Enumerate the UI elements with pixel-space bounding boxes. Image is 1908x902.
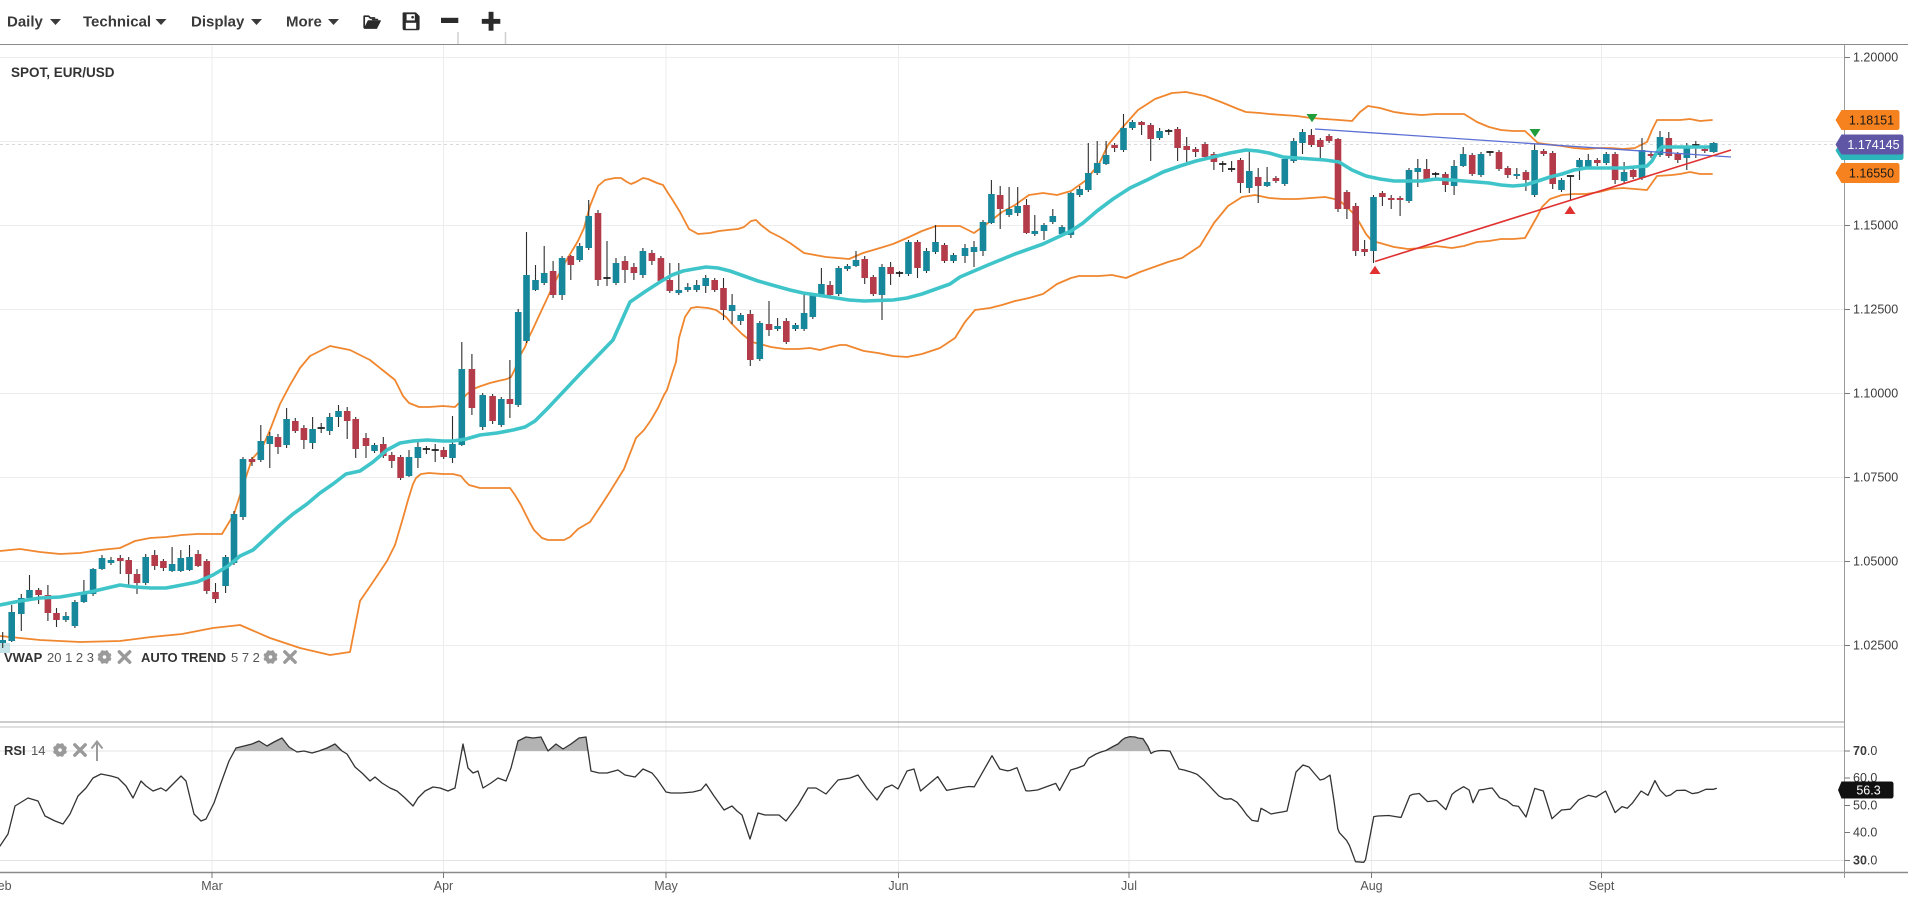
svg-text:56.3: 56.3 — [1856, 783, 1880, 797]
svg-text:Display: Display — [191, 14, 245, 31]
svg-text:Daily: Daily — [7, 14, 44, 31]
svg-text:1.15000: 1.15000 — [1853, 219, 1898, 233]
svg-text:1.12500: 1.12500 — [1853, 303, 1898, 317]
svg-text:20 1 2 3: 20 1 2 3 — [47, 650, 94, 665]
svg-text:14: 14 — [31, 743, 45, 758]
svg-text:Mar: Mar — [201, 879, 223, 893]
svg-text:Apr: Apr — [434, 879, 453, 893]
svg-text:1.20000: 1.20000 — [1853, 51, 1898, 65]
svg-text:SPOT, EUR/USD: SPOT, EUR/USD — [11, 65, 115, 80]
svg-text:5 7 2: 5 7 2 — [231, 650, 260, 665]
svg-text:Jul: Jul — [1121, 879, 1137, 893]
svg-text:1.02500: 1.02500 — [1853, 639, 1898, 653]
svg-text:1.10000: 1.10000 — [1853, 387, 1898, 401]
svg-text:70.0: 70.0 — [1853, 744, 1877, 758]
svg-text:Feb: Feb — [0, 879, 12, 893]
svg-text:AUTO TREND: AUTO TREND — [141, 650, 226, 665]
svg-text:1.18151: 1.18151 — [1849, 113, 1894, 127]
svg-text:1.174145: 1.174145 — [1847, 138, 1899, 152]
svg-text:50.0: 50.0 — [1853, 799, 1877, 813]
svg-text:40.0: 40.0 — [1853, 826, 1877, 840]
svg-text:Technical: Technical — [83, 14, 151, 31]
svg-text:30.0: 30.0 — [1853, 854, 1877, 868]
svg-text:Aug: Aug — [1360, 879, 1382, 893]
svg-text:RSI: RSI — [4, 743, 26, 758]
svg-text:Sept: Sept — [1589, 879, 1615, 893]
svg-text:1.05000: 1.05000 — [1853, 555, 1898, 569]
svg-text:VWAP: VWAP — [4, 650, 43, 665]
svg-text:May: May — [654, 879, 678, 893]
svg-text:1.16550: 1.16550 — [1849, 166, 1894, 180]
svg-text:More: More — [286, 14, 322, 31]
svg-text:Jun: Jun — [888, 879, 908, 893]
svg-text:1.07500: 1.07500 — [1853, 471, 1898, 485]
